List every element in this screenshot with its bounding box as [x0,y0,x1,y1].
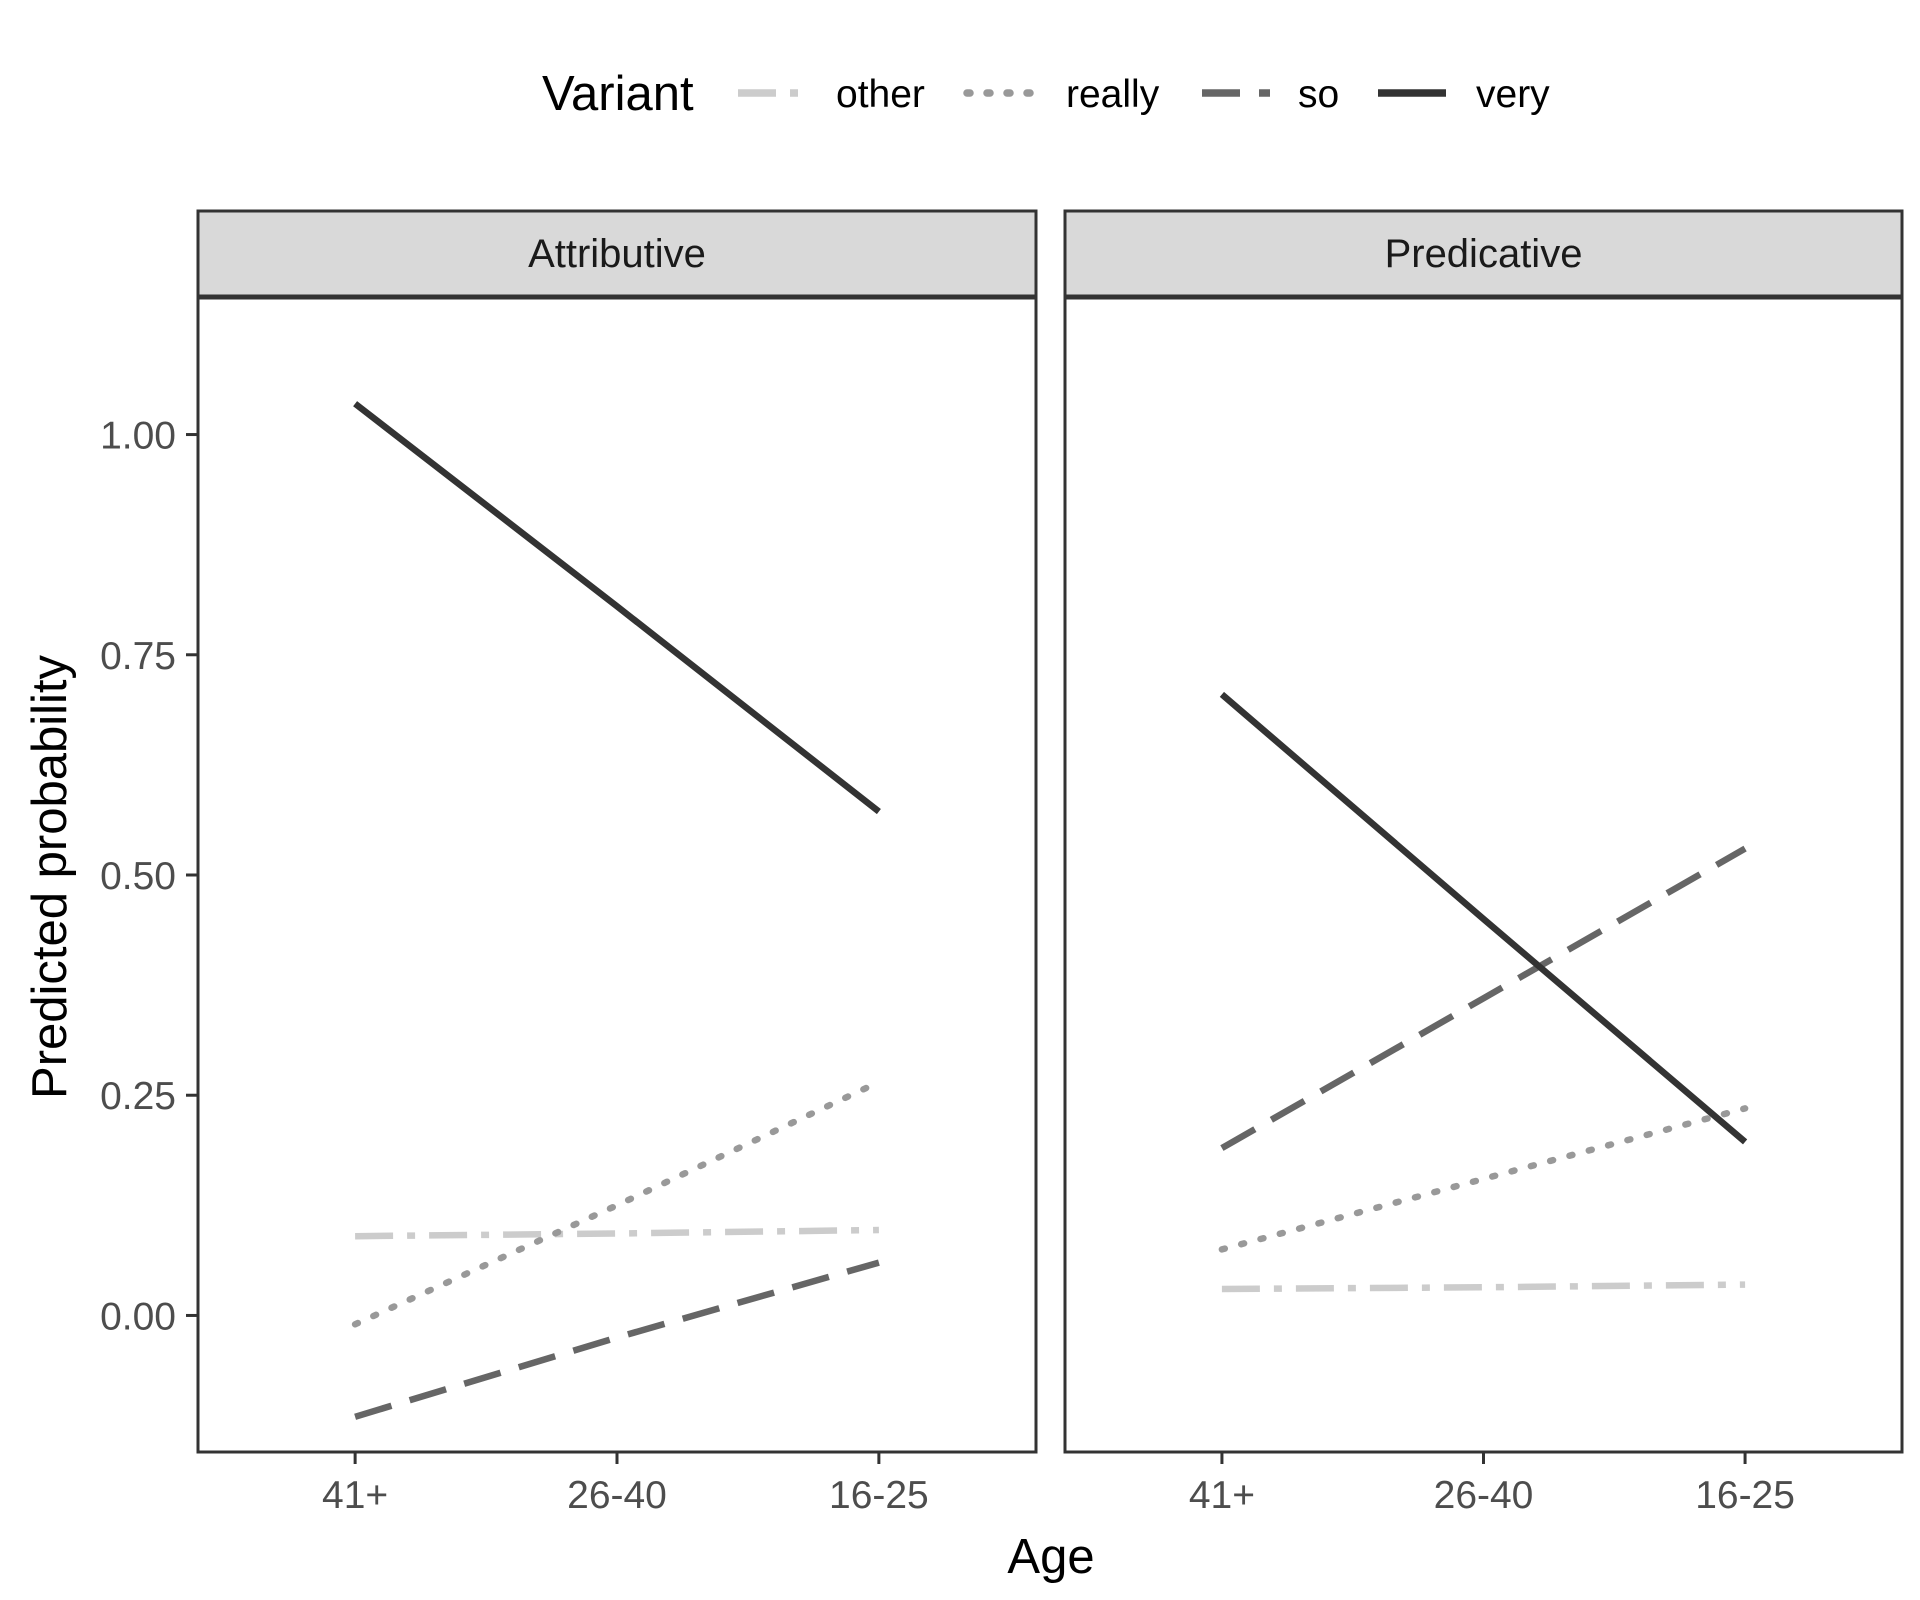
strip-background [196,209,1038,298]
x-tick-label: 41+ [322,1474,388,1517]
series-line-really [351,1078,883,1328]
x-tick-label: 26-40 [567,1474,667,1517]
y-tick-label: 0.50 [100,855,176,898]
legend-title: Variant [542,67,694,121]
y-axis-title: Predicted probability [23,655,77,1099]
y-tick-label: 1.00 [100,415,176,458]
strip-label: Attributive [528,232,706,276]
legend-label-other: other [836,73,925,116]
series-line-very [1219,691,1748,1145]
y-axis: 0.00 0.25 0.50 0.75 1.00 [100,415,198,1338]
x-tick-label: 16-25 [829,1474,929,1517]
y-tick-label: 0.25 [100,1075,176,1118]
legend-label-really: really [1066,73,1160,116]
panel-predicative: Predicative 41+ 26-40 16-25 [1063,209,1904,1517]
series-line-very [353,401,881,815]
legend-label-very: very [1476,73,1550,116]
y-tick-label: 0.75 [100,635,176,678]
strip-background [1063,209,1904,298]
series-line-other [1221,1281,1746,1293]
legend: Variant other really so very [542,67,1550,121]
series-line-other [355,1226,879,1240]
legend-entries: other really so very [738,73,1550,116]
x-tick-label: 26-40 [1434,1474,1534,1517]
series-line-so [1220,845,1747,1151]
y-tick-label: 0.00 [100,1295,176,1338]
x-tick-label: 16-25 [1695,1474,1795,1517]
legend-label-so: so [1298,73,1339,116]
series-line-so [354,1259,880,1420]
strip-label: Predicative [1385,232,1583,276]
panel-attributive: Attributive 41+ 26-40 16-25 [196,209,1038,1517]
x-axis-title: Age [1007,1530,1094,1584]
facet-panels: Attributive 41+ 26-40 16-25 Predicative 41+ 26… [196,209,1904,1517]
x-tick-label: 41+ [1189,1474,1255,1517]
